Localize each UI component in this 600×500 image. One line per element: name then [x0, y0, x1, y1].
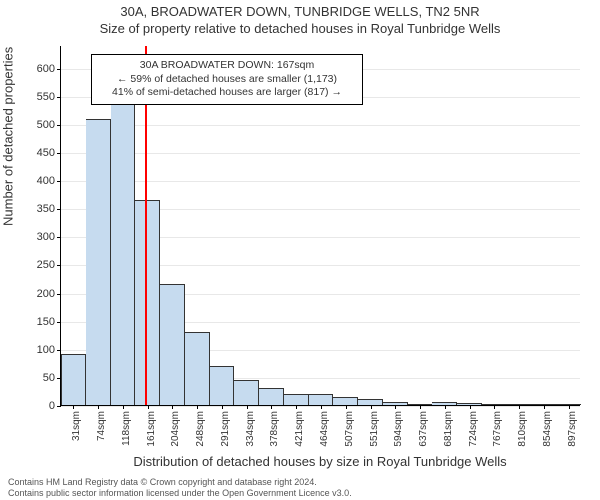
xtick-mark	[346, 405, 347, 409]
xtick-mark	[98, 405, 99, 409]
footer-attribution: Contains HM Land Registry data © Crown c…	[8, 477, 352, 498]
ytick-label: 450	[37, 147, 61, 159]
xtick-label: 334sqm	[245, 411, 256, 447]
xtick-label: 854sqm	[542, 411, 553, 447]
xtick-mark	[321, 405, 322, 409]
ytick-label: 0	[49, 400, 61, 412]
xtick-mark	[296, 405, 297, 409]
ytick-label: 200	[37, 288, 61, 300]
ytick-label: 50	[43, 372, 61, 384]
gridline-h	[61, 125, 580, 126]
histogram-bar	[160, 284, 185, 405]
histogram-bar	[284, 394, 309, 405]
xtick-mark	[445, 405, 446, 409]
xtick-label: 551sqm	[369, 411, 380, 447]
xtick-mark	[544, 405, 545, 409]
y-axis-label-wrap: Number of detached properties	[0, 46, 20, 406]
histogram-bar	[111, 96, 136, 405]
footer-line1: Contains HM Land Registry data © Crown c…	[8, 477, 352, 487]
histogram-bar	[185, 332, 210, 405]
xtick-label: 291sqm	[220, 411, 231, 447]
ytick-label: 600	[37, 63, 61, 75]
ytick-label: 350	[37, 203, 61, 215]
xtick-mark	[420, 405, 421, 409]
histogram-bar	[333, 397, 358, 405]
xtick-label: 464sqm	[319, 411, 330, 447]
histogram-bar	[309, 394, 334, 405]
histogram-bar	[259, 388, 284, 405]
xtick-label: 74sqm	[96, 411, 107, 441]
footer-line2: Contains public sector information licen…	[8, 488, 352, 498]
xtick-label: 161sqm	[146, 411, 157, 447]
xtick-label: 724sqm	[468, 411, 479, 447]
xtick-mark	[470, 405, 471, 409]
histogram-bar	[61, 354, 86, 405]
histogram-bar	[135, 200, 160, 405]
xtick-label: 378sqm	[269, 411, 280, 447]
annotation-line: 41% of semi-detached houses are larger (…	[98, 86, 356, 100]
xtick-mark	[172, 405, 173, 409]
xtick-mark	[123, 405, 124, 409]
xtick-mark	[73, 405, 74, 409]
histogram-bar	[86, 119, 111, 405]
xtick-mark	[197, 405, 198, 409]
annotation-line: ← 59% of detached houses are smaller (1,…	[98, 73, 356, 87]
histogram-bar	[210, 366, 235, 405]
y-axis-label: Number of detached properties	[1, 47, 16, 226]
xtick-mark	[247, 405, 248, 409]
xtick-label: 248sqm	[195, 411, 206, 447]
ytick-label: 500	[37, 119, 61, 131]
ytick-label: 150	[37, 316, 61, 328]
histogram-chart: 05010015020025030035040045050055060031sq…	[60, 46, 580, 406]
annotation-line: 30A BROADWATER DOWN: 167sqm	[98, 59, 356, 73]
xtick-mark	[519, 405, 520, 409]
ytick-label: 100	[37, 344, 61, 356]
ytick-label: 250	[37, 259, 61, 271]
page-title-line1: 30A, BROADWATER DOWN, TUNBRIDGE WELLS, T…	[0, 4, 600, 21]
xtick-mark	[569, 405, 570, 409]
xtick-label: 507sqm	[344, 411, 355, 447]
xtick-mark	[371, 405, 372, 409]
histogram-bar	[234, 380, 259, 405]
annotation-box: 30A BROADWATER DOWN: 167sqm← 59% of deta…	[91, 54, 363, 105]
xtick-label: 421sqm	[294, 411, 305, 447]
xtick-label: 118sqm	[121, 411, 132, 446]
xtick-label: 767sqm	[492, 411, 503, 447]
page-title-line2: Size of property relative to detached ho…	[0, 21, 600, 38]
xtick-mark	[222, 405, 223, 409]
gridline-h	[61, 181, 580, 182]
x-axis-label: Distribution of detached houses by size …	[60, 454, 580, 469]
ytick-label: 300	[37, 231, 61, 243]
xtick-label: 681sqm	[443, 411, 454, 447]
xtick-mark	[271, 405, 272, 409]
xtick-label: 810sqm	[517, 411, 528, 447]
xtick-label: 31sqm	[71, 411, 82, 441]
xtick-mark	[494, 405, 495, 409]
xtick-mark	[395, 405, 396, 409]
xtick-mark	[148, 405, 149, 409]
gridline-h	[61, 153, 580, 154]
xtick-label: 204sqm	[170, 411, 181, 447]
xtick-label: 897sqm	[567, 411, 578, 447]
ytick-label: 550	[37, 91, 61, 103]
xtick-label: 594sqm	[393, 411, 404, 447]
xtick-label: 637sqm	[418, 411, 429, 447]
ytick-label: 400	[37, 175, 61, 187]
